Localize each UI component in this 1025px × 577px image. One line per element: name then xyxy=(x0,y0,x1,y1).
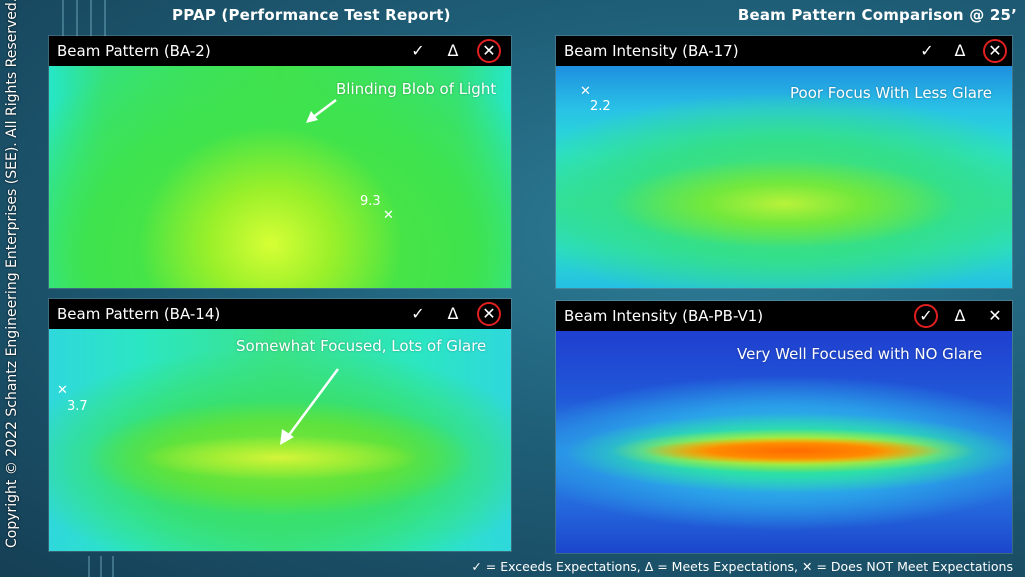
panel-header: Beam Pattern (BA-14) ✓ Δ ✕ xyxy=(49,299,511,329)
circuit-decoration xyxy=(112,556,114,577)
arrow-icon xyxy=(280,368,340,445)
panel-ba-14: Beam Pattern (BA-14) ✓ Δ ✕ Somewhat Focu… xyxy=(49,299,511,551)
check-icon: ✓ xyxy=(920,41,934,60)
cross-icon: ✕ xyxy=(988,306,1002,325)
circuit-decoration xyxy=(88,556,90,577)
delta-icon: Δ xyxy=(954,41,966,60)
check-icon: ✓ xyxy=(914,304,938,328)
panel-annotation: Blinding Blob of Light xyxy=(336,80,497,98)
measurement-value: 9.3 xyxy=(360,194,381,209)
panel-annotation: Poor Focus With Less Glare xyxy=(790,84,993,102)
rating-legend: ✓ = Exceeds Expectations, Δ = Meets Expe… xyxy=(471,559,1013,574)
panel-ba-2: Beam Pattern (BA-2) ✓ Δ ✕ Blinding Blob … xyxy=(49,36,511,288)
panel-header: Beam Intensity (BA-PB-V1) ✓ Δ ✕ xyxy=(556,301,1012,331)
panel-ba-pb-v1: Beam Intensity (BA-PB-V1) ✓ Δ ✕ Very Wel… xyxy=(556,301,1012,553)
check-icon: ✓ xyxy=(411,41,425,60)
measurement-value: 2.2 xyxy=(590,99,611,114)
panel-title: Beam Pattern (BA-2) xyxy=(57,42,211,60)
panel-title: Beam Intensity (BA-PB-V1) xyxy=(564,307,764,325)
copyright-notice: Copyright © 2022 Schantz Engineering Ent… xyxy=(4,0,20,548)
circuit-decoration xyxy=(100,556,102,577)
measurement-value: 3.7 xyxy=(67,399,88,414)
cross-icon: ✕ xyxy=(477,39,501,63)
panel-annotation: Very Well Focused with NO Glare xyxy=(737,345,983,363)
heatmap-image: Very Well Focused with NO Glare xyxy=(556,331,1012,553)
panel-annotation: Somewhat Focused, Lots of Glare xyxy=(236,337,487,355)
delta-icon: Δ xyxy=(954,306,966,325)
report-title: PPAP (Performance Test Report) xyxy=(172,6,451,24)
circuit-decoration xyxy=(76,0,78,36)
measurement-marker-icon: ✕ xyxy=(580,84,591,99)
measurement-marker-icon: ✕ xyxy=(383,208,394,223)
circuit-decoration xyxy=(62,0,64,36)
comparison-title: Beam Pattern Comparison @ 25’ xyxy=(737,6,1017,24)
panel-ba-17: Beam Intensity (BA-17) ✓ Δ ✕ Poor Focus … xyxy=(556,36,1012,288)
circuit-decoration xyxy=(90,0,92,36)
panel-header: Beam Intensity (BA-17) ✓ Δ ✕ xyxy=(556,36,1012,66)
cross-icon: ✕ xyxy=(983,39,1007,63)
heatmap-image: Poor Focus With Less Glare ✕ 2.2 xyxy=(556,66,1012,288)
delta-icon: Δ xyxy=(447,41,459,60)
cross-icon: ✕ xyxy=(477,302,501,326)
delta-icon: Δ xyxy=(447,304,459,323)
arrow-icon xyxy=(306,99,337,123)
circuit-decoration xyxy=(104,0,106,36)
panel-header: Beam Pattern (BA-2) ✓ Δ ✕ xyxy=(49,36,511,66)
heatmap-image: Somewhat Focused, Lots of Glare ✕ 3.7 xyxy=(49,329,511,551)
check-icon: ✓ xyxy=(411,304,425,323)
panel-title: Beam Intensity (BA-17) xyxy=(564,42,739,60)
measurement-marker-icon: ✕ xyxy=(57,383,68,398)
heatmap-image: Blinding Blob of Light 9.3 ✕ xyxy=(49,66,511,288)
panel-title: Beam Pattern (BA-14) xyxy=(57,305,221,323)
